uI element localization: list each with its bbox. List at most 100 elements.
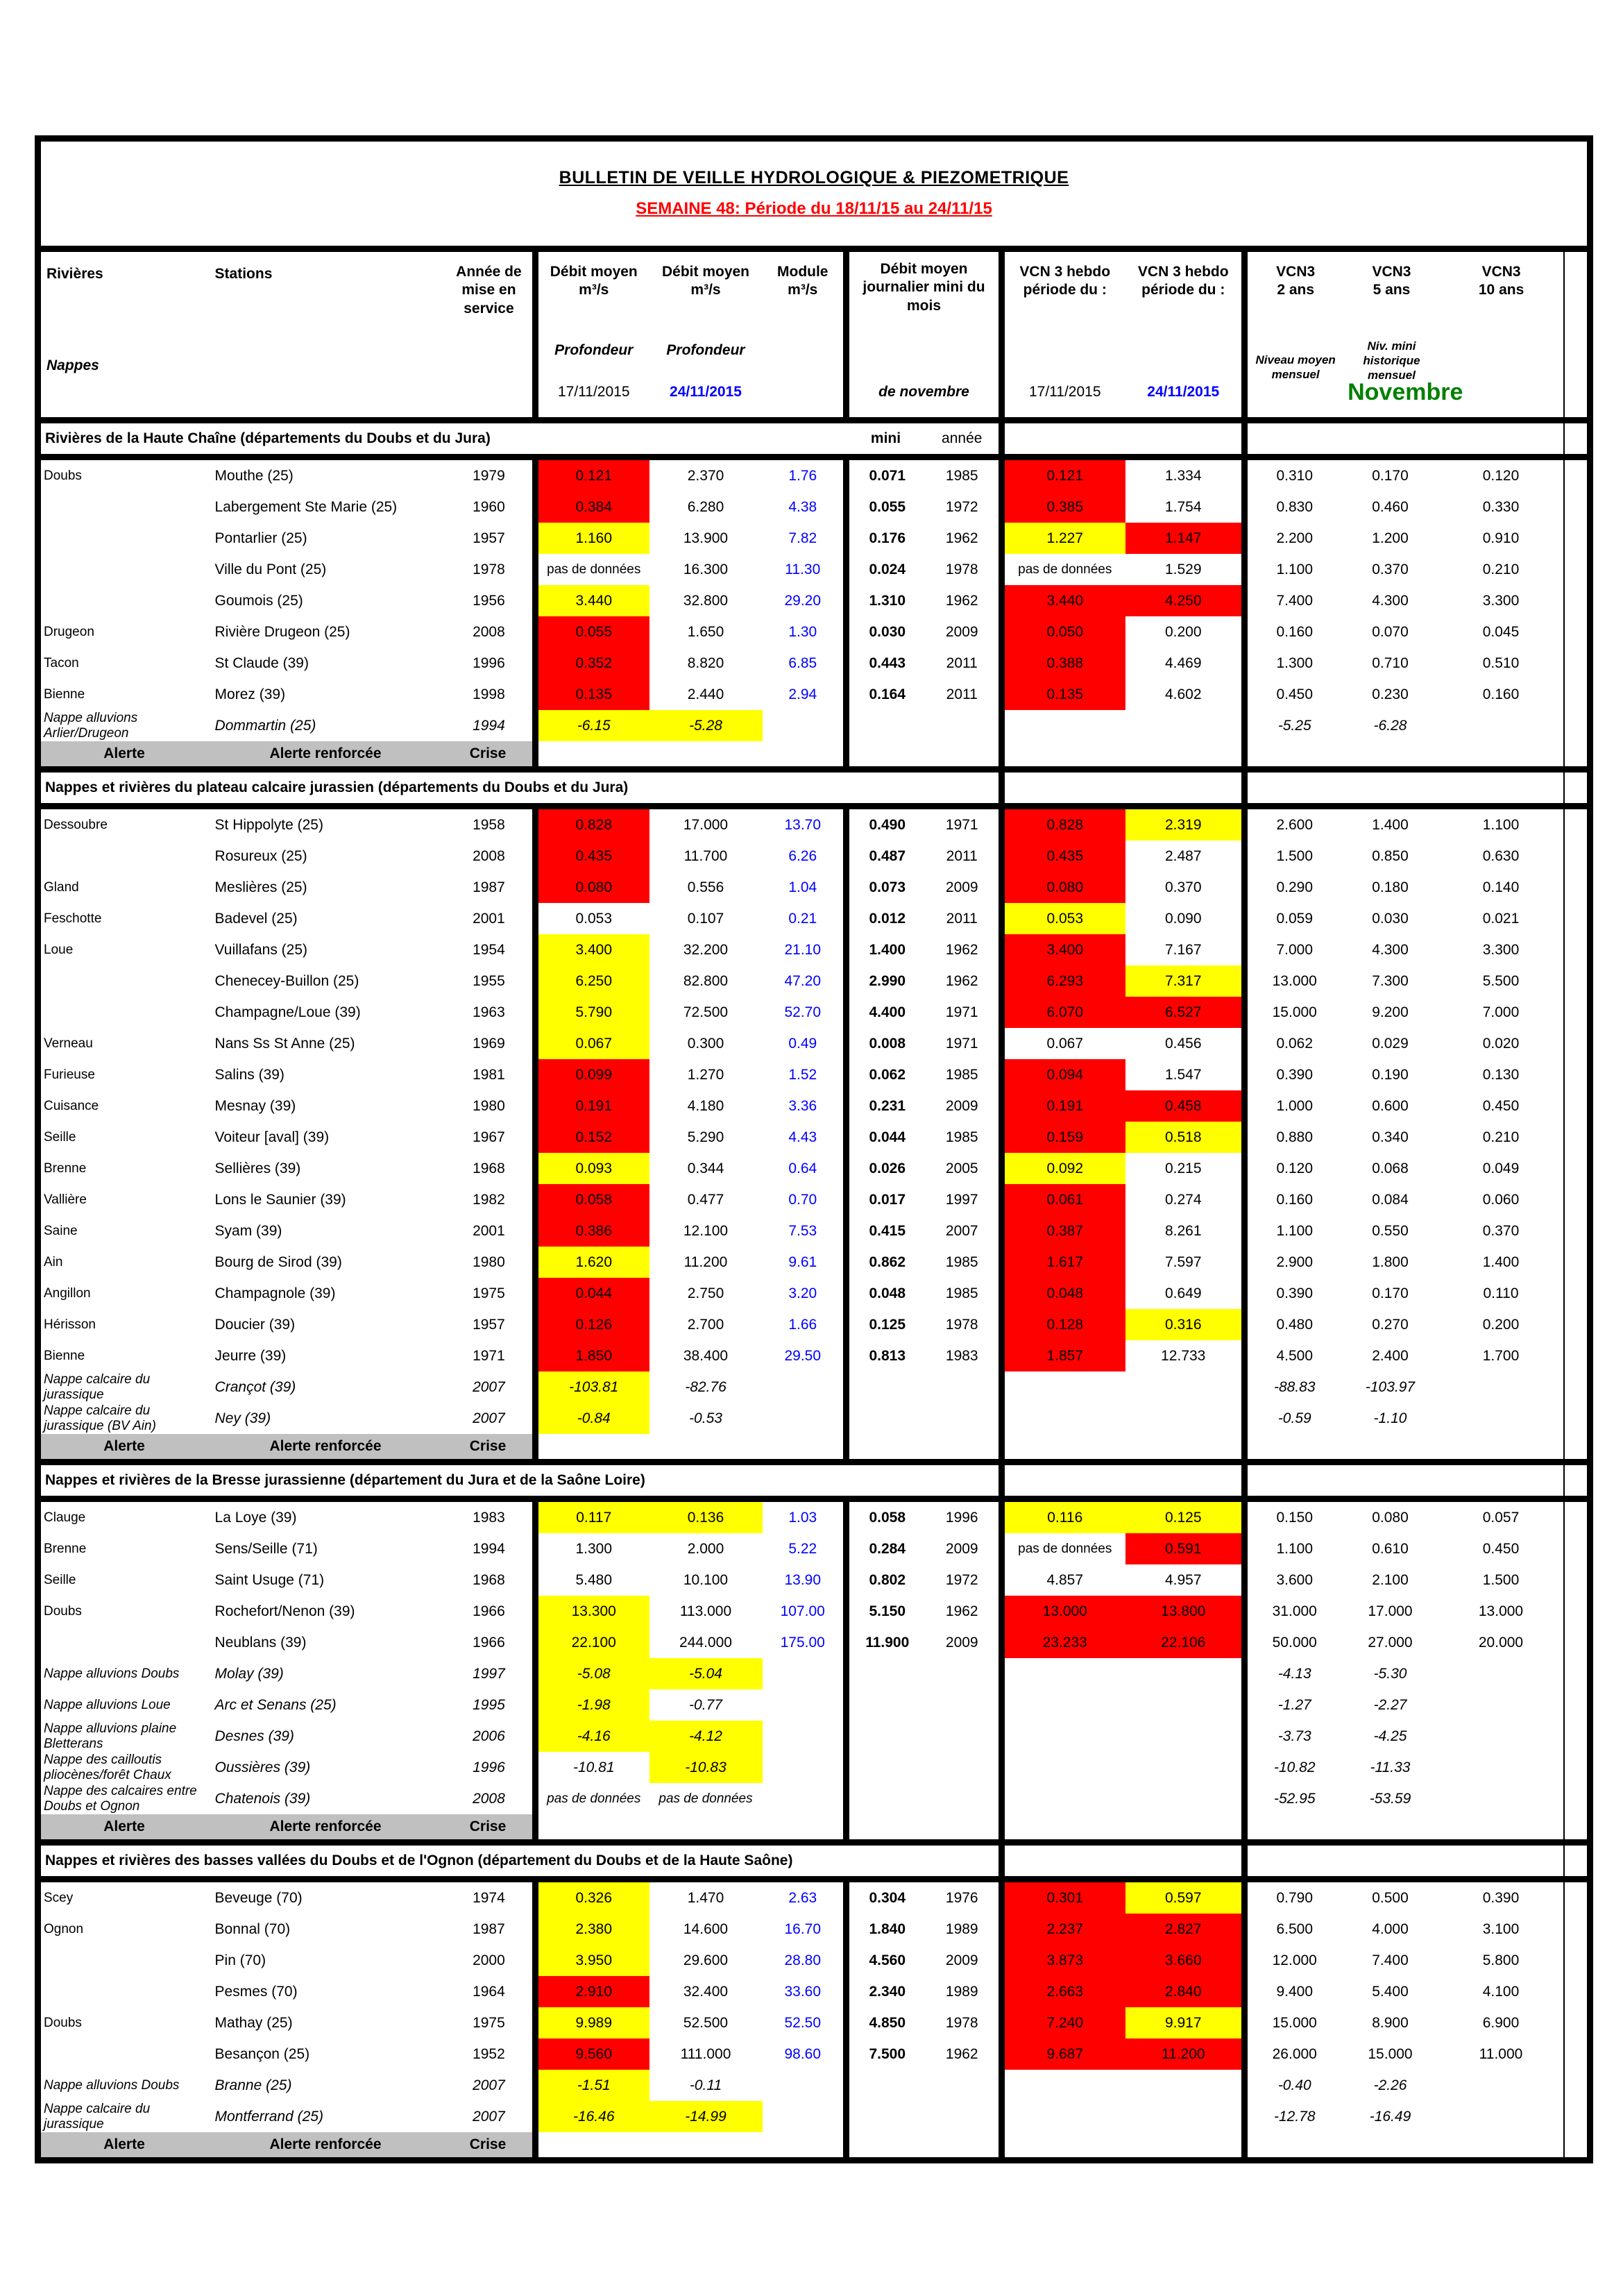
- vcn3-24-11: [1125, 1658, 1245, 1689]
- station-name: Jeurre (39): [214, 1347, 287, 1364]
- vcn3-2ans: 0.062: [1241, 1028, 1342, 1059]
- vcn3-24-11: 2.840: [1125, 1976, 1245, 2007]
- vcn3-2ans: 0.880: [1241, 1122, 1342, 1153]
- debit-moyen-17-11: 0.053: [532, 903, 649, 934]
- band-mini-label: mini: [846, 417, 926, 460]
- debit-mini-mois: 0.176: [843, 523, 926, 554]
- service-year: 1994: [473, 1540, 505, 1557]
- vcn3-2ans: 9.400: [1241, 1976, 1342, 2007]
- margin-cell: [1563, 1721, 1590, 1752]
- debit-moyen-24-11: 72.500: [683, 1004, 729, 1020]
- vcn3-24-11: [1125, 1403, 1245, 1434]
- service-year: 1996: [473, 655, 505, 671]
- river-name: Nappe calcaire du jurassique: [44, 1372, 151, 1402]
- module-value: 29.20: [784, 592, 822, 609]
- debit-moyen-17-11: 1.160: [532, 523, 649, 554]
- vcn3-17-11: [999, 1403, 1125, 1434]
- debit-moyen-17-11: 22.100: [532, 1627, 649, 1658]
- debit-moyen-17-11: 3.950: [532, 1945, 649, 1976]
- alert-spacer: [999, 741, 1245, 770]
- alert-spacer: [532, 1814, 847, 1843]
- river-name: Scey: [44, 1890, 74, 1905]
- debit-moyen-24-11: -10.83: [649, 1752, 763, 1783]
- module-value: 1.52: [788, 1066, 817, 1083]
- table-row: Nappe des calcaires entre Doubs et Ognon…: [38, 1783, 1590, 1814]
- crise-label: Crise: [469, 2136, 507, 2152]
- service-year: 1996: [473, 1759, 505, 1775]
- margin-cell: [1563, 903, 1590, 934]
- table-row: Nappe alluvions Arlier/Drugeon Dommartin …: [38, 710, 1590, 741]
- debit-moyen-24-11: 11.700: [683, 847, 728, 864]
- module-value: 2.94: [788, 686, 817, 702]
- margin-cell: [1563, 1184, 1590, 1215]
- vcn3-24-11: 0.456: [1164, 1035, 1202, 1052]
- debit-moyen-24-11: pas de données: [658, 1791, 753, 1806]
- service-year: 1955: [473, 972, 505, 989]
- table-row: Doubs Mouthe (25) 1979 0.121 2.370 1.76 0.071 1…: [38, 457, 1590, 491]
- vcn3-2ans: 15.000: [1241, 997, 1342, 1028]
- module-value: 0.21: [788, 910, 817, 927]
- service-year: 1971: [473, 1347, 505, 1364]
- river-name: Nappe des calcaires entre Doubs et Ognon: [44, 1784, 197, 1814]
- vcn3-24-11: 3.660: [1125, 1945, 1245, 1976]
- vcn3-2ans: -1.27: [1241, 1689, 1342, 1721]
- header-profondeur-17: Profondeur: [554, 342, 634, 358]
- station-name: Rosureux (25): [214, 847, 307, 864]
- debit-mini-annee: 1978: [945, 1316, 978, 1333]
- vcn3-17-11: 0.092: [999, 1153, 1125, 1184]
- margin-cell: [1563, 806, 1590, 841]
- service-year: 1969: [473, 1035, 505, 1052]
- header-module: Module m³/s: [777, 264, 829, 298]
- debit-mini-annee: 1996: [945, 1509, 978, 1526]
- vcn3-10ans: 0.021: [1482, 910, 1520, 927]
- service-year: 2000: [473, 1952, 505, 1968]
- section-title: Nappes et rivières de la Bresse jurassie…: [37, 1459, 847, 1502]
- debit-moyen-24-11: 0.344: [687, 1160, 724, 1176]
- margin-cell: [1563, 2038, 1590, 2070]
- debit-mini-mois: 0.026: [843, 1153, 926, 1184]
- vcn3-24-11: [1125, 1371, 1245, 1403]
- header-stations: Stations: [214, 266, 273, 282]
- station-name: Morez (39): [214, 686, 286, 702]
- river-name: [38, 1627, 207, 1658]
- debit-moyen-24-11: -4.12: [649, 1721, 763, 1752]
- vcn3-5ans: -2.26: [1373, 2077, 1407, 2093]
- station-name: Beveuge (70): [214, 1889, 303, 1906]
- station-name: Pontarlier (25): [214, 530, 307, 546]
- vcn3-5ans: 0.850: [1372, 847, 1409, 864]
- vcn3-5ans: 0.550: [1372, 1222, 1409, 1239]
- vcn3-24-11: 0.215: [1164, 1160, 1202, 1176]
- debit-moyen-24-11: 6.280: [687, 498, 724, 515]
- vcn3-17-11: 0.067: [999, 1028, 1125, 1059]
- vcn3-24-11: 0.370: [1164, 879, 1202, 895]
- service-year: 2007: [473, 2077, 505, 2093]
- margin-cell: [1563, 1340, 1590, 1371]
- vcn3-17-11: 3.400: [999, 934, 1125, 965]
- vcn3-24-11: 0.090: [1164, 910, 1202, 927]
- vcn3-2ans: 7.000: [1241, 934, 1342, 965]
- service-year: 1957: [473, 1316, 505, 1333]
- margin-cell: [1563, 648, 1590, 679]
- debit-mini-mois: 1.840: [843, 1914, 926, 1945]
- debit-mini-mois: 0.125: [843, 1309, 926, 1340]
- alert-margin: [1563, 1434, 1590, 1462]
- vcn3-2ans: 31.000: [1241, 1596, 1342, 1627]
- margin-cell: [1563, 1564, 1590, 1596]
- vcn3-5ans: 4.300: [1372, 941, 1409, 958]
- module-value: 98.60: [784, 2045, 822, 2062]
- band-spacer: [999, 1839, 1245, 1882]
- header-nappes: Nappes: [46, 357, 99, 373]
- station-name: Voiteur [aval] (39): [214, 1129, 330, 1145]
- band-margin: [1563, 417, 1590, 460]
- station-name: Pesmes (70): [214, 1983, 298, 2000]
- vcn3-5ans: 0.030: [1372, 910, 1409, 927]
- debit-moyen-17-11: 0.386: [532, 1215, 649, 1247]
- vcn3-5ans: -53.59: [1369, 1790, 1411, 1807]
- margin-cell: [1563, 1752, 1590, 1783]
- station-name: Badevel (25): [214, 910, 298, 927]
- vcn3-5ans: -6.28: [1373, 717, 1407, 734]
- vcn3-2ans: 0.830: [1241, 491, 1342, 523]
- margin-cell: [1563, 1914, 1590, 1945]
- debit-mini-annee: 1976: [945, 1889, 978, 1906]
- module-value: 13.70: [784, 816, 822, 833]
